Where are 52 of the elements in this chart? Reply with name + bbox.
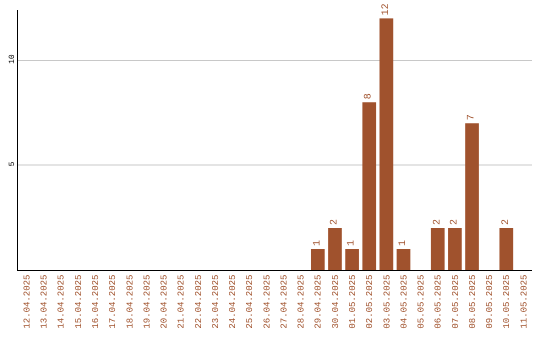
x-tick-label: 07.05.2025: [450, 274, 461, 329]
data-label: 2: [500, 219, 512, 226]
y-tick-label: 5: [8, 161, 17, 166]
bar: [380, 18, 394, 270]
x-tick-label: 21.04.2025: [176, 274, 187, 329]
x-tick-label: 17.04.2025: [108, 274, 118, 329]
data-label: 1: [346, 240, 358, 246]
data-label: 1: [398, 240, 409, 246]
x-tick-label: 29.04.2025: [314, 274, 324, 329]
x-tick-label: 24.04.2025: [228, 274, 238, 329]
x-tick-label: 03.05.2025: [382, 274, 392, 329]
x-tick-label: 01.05.2025: [348, 274, 358, 329]
x-tick-label: 11.05.2025: [519, 274, 530, 329]
data-label: 12: [380, 3, 392, 16]
bar: [345, 249, 359, 270]
data-label: 2: [432, 219, 444, 226]
x-tick-label: 16.04.2025: [91, 274, 102, 329]
x-tick-label: 09.05.2025: [485, 274, 496, 329]
x-tick-label: 05.05.2025: [416, 274, 427, 329]
data-label: 2: [449, 219, 460, 226]
bar: [499, 228, 514, 270]
x-tick-label: 06.05.2025: [434, 274, 444, 329]
bar: [362, 102, 376, 270]
y-tick-label: 10: [8, 54, 17, 64]
x-tick-label: 19.04.2025: [142, 274, 152, 329]
x-tick-label: 26.04.2025: [262, 274, 272, 329]
x-tick-label: 12.04.2025: [22, 274, 32, 329]
x-tick-label: 30.04.2025: [330, 274, 341, 329]
x-tick-label: 04.05.2025: [399, 274, 410, 329]
x-tick-label: 14.04.2025: [56, 274, 67, 329]
x-tick-label: 02.05.2025: [365, 274, 376, 329]
x-tick-label: 25.04.2025: [245, 274, 256, 329]
x-tick-label: 08.05.2025: [468, 274, 478, 329]
data-label: 7: [466, 114, 478, 120]
x-tick-label: 27.04.2025: [279, 274, 290, 329]
x-tick-label: 10.05.2025: [502, 274, 512, 329]
data-label: 1: [312, 240, 324, 246]
x-tick-label: 23.04.2025: [210, 274, 221, 329]
x-tick-label: 22.04.2025: [194, 274, 204, 329]
x-tick-label: 15.04.2025: [74, 274, 84, 329]
x-tick-label: 18.04.2025: [125, 274, 136, 329]
bar: [448, 228, 462, 270]
bar: [328, 228, 342, 270]
x-tick-label: 13.04.2025: [40, 274, 50, 329]
x-tick-label: 28.04.2025: [296, 274, 307, 329]
x-tick-label: 20.04.2025: [160, 274, 170, 329]
bar: [465, 123, 479, 270]
bar: [310, 249, 325, 270]
data-label: 8: [364, 93, 375, 100]
bar: [396, 249, 410, 270]
data-label: 2: [329, 219, 340, 226]
bar: [430, 228, 445, 270]
